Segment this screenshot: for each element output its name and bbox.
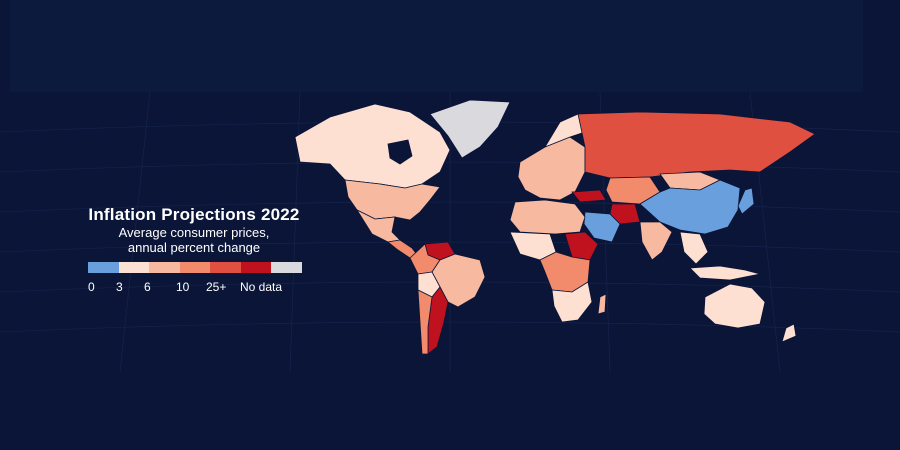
iran-region	[609, 203, 641, 225]
map-title-block: Inflation Projections 2022 Average consu…	[40, 205, 330, 255]
china-region	[639, 179, 741, 235]
map-title: Inflation Projections 2022	[88, 205, 300, 224]
indonesia-region	[689, 265, 761, 281]
world-map	[0, 92, 900, 372]
legend-swatch	[149, 262, 180, 273]
legend-swatch	[179, 262, 210, 273]
world-map-svg	[0, 92, 900, 372]
legend-labels: 0 3 6 10 25+ No data	[88, 280, 288, 296]
legend-label: 25+	[206, 280, 227, 294]
new-zealand-region	[781, 323, 797, 343]
legend-swatch	[88, 262, 119, 273]
legend-color-bar	[88, 262, 302, 273]
legend-swatch	[271, 262, 302, 273]
australia-region	[703, 283, 766, 329]
legend-label: 10	[176, 280, 190, 294]
europe-region	[517, 136, 586, 201]
chile-region	[417, 289, 433, 355]
se-asia-region	[679, 231, 709, 265]
legend-label: 0	[88, 280, 95, 294]
japan-region	[737, 187, 755, 215]
legend-label: No data	[240, 280, 283, 294]
map-legend: 0 3 6 10 25+ No data	[88, 262, 302, 296]
north-africa-region	[509, 199, 586, 235]
canada-region	[294, 103, 451, 189]
map-subtitle-line1: Average consumer prices,	[118, 225, 270, 240]
greenland-region	[429, 99, 511, 159]
legend-label: 3	[116, 280, 123, 294]
legend-swatch	[210, 262, 241, 273]
madagascar-region	[597, 293, 607, 315]
legend-label: 6	[144, 280, 151, 294]
india-region	[639, 221, 673, 261]
top-banner	[10, 0, 863, 92]
turkey-region	[571, 189, 607, 203]
southern-africa-region	[551, 281, 593, 323]
map-subtitle-line2: annual percent change	[127, 240, 261, 255]
russia-region	[577, 111, 816, 179]
mexico-region	[355, 209, 401, 243]
hudson-bay	[387, 139, 413, 165]
saudi-region	[583, 211, 621, 243]
legend-swatch	[118, 262, 149, 273]
legend-swatch	[240, 262, 271, 273]
east-africa-region	[564, 231, 599, 261]
